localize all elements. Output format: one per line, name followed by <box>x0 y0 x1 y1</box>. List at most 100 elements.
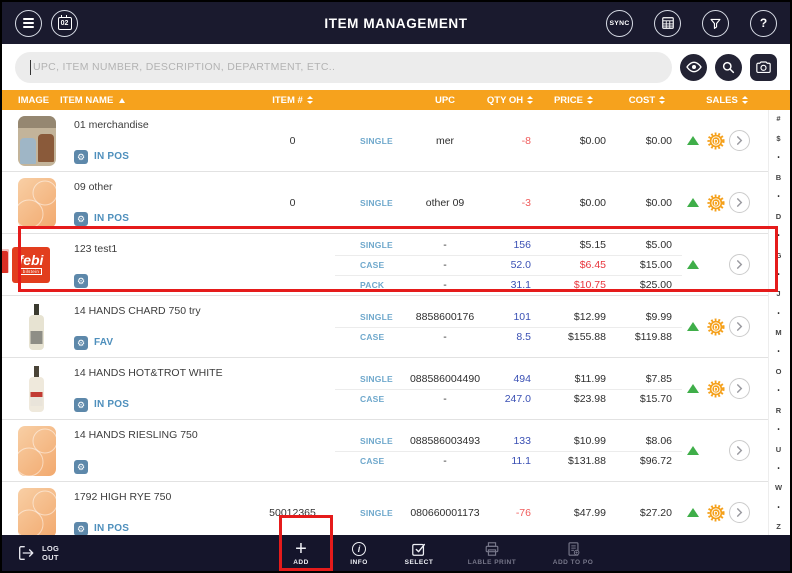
alpha-index-item[interactable]: M <box>775 329 781 337</box>
info-icon: i <box>352 542 366 556</box>
alpha-index-item[interactable]: W <box>775 484 782 492</box>
pos-badge: IN POS <box>94 151 129 162</box>
cost-value: $96.72 <box>612 455 682 467</box>
qty-oh-value[interactable]: 8.5 <box>485 331 535 343</box>
filter-button[interactable] <box>702 10 729 37</box>
lable-print-button[interactable]: LABLE PRINT <box>459 541 525 566</box>
alpha-index-dot[interactable]: • <box>777 466 779 472</box>
d-badge-icon: D <box>707 318 725 336</box>
qty-oh-value[interactable]: 156 <box>485 239 535 251</box>
alpha-index-item[interactable]: O <box>776 368 782 376</box>
gear-icon[interactable]: ⚙ <box>74 150 88 164</box>
alpha-index-dot[interactable]: • <box>777 233 779 239</box>
row-detail-button[interactable] <box>729 440 750 461</box>
column-qty-oh[interactable]: QTY OH <box>485 95 535 106</box>
search-input[interactable] <box>15 52 672 83</box>
alpha-index-item[interactable]: R <box>776 407 781 415</box>
qty-oh-value[interactable]: 133 <box>485 435 535 447</box>
item-list: 01 merchandise ⚙ IN POS 0 SINGLE mer -8 … <box>2 110 772 544</box>
calendar-button[interactable]: 02 <box>51 10 78 37</box>
alpha-index-dot[interactable]: • <box>777 505 779 511</box>
d-badge-icon: D <box>707 132 725 150</box>
trend-up-icon <box>687 508 699 517</box>
column-item-name[interactable]: ITEM NAME <box>60 95 250 106</box>
table-row-highlighted[interactable]: febi bilstein 123 test1 ⚙ SINGLE - 156 $… <box>2 234 772 296</box>
price-value: $6.45 <box>535 259 612 271</box>
upc-value: - <box>405 239 485 251</box>
sort-both-icon <box>587 96 593 104</box>
upc-value: 088586003493 <box>405 435 485 447</box>
alpha-index-item[interactable]: G <box>776 252 782 260</box>
item-name: 14 HANDS CHARD 750 try <box>74 305 250 317</box>
unit-label: SINGLE <box>335 198 405 208</box>
column-sales[interactable]: SALES <box>682 95 772 106</box>
menu-icon <box>23 18 34 28</box>
qty-oh-value[interactable]: -76 <box>485 507 535 519</box>
gear-icon[interactable]: ⚙ <box>74 460 88 474</box>
svg-text:D: D <box>713 386 718 393</box>
qty-oh-value[interactable]: 11.1 <box>485 455 535 467</box>
gear-icon[interactable]: ⚙ <box>74 274 88 288</box>
alpha-index-dot[interactable]: • <box>777 194 779 200</box>
alpha-index-dot[interactable]: • <box>777 272 779 278</box>
alpha-index-dot[interactable]: • <box>777 349 779 355</box>
alpha-index-item[interactable]: Z <box>776 523 781 531</box>
alpha-index-item[interactable]: # <box>776 115 780 123</box>
row-detail-button[interactable] <box>729 378 750 399</box>
add-button[interactable]: + ADD <box>281 541 321 566</box>
alpha-index-item[interactable]: $ <box>776 135 780 143</box>
info-button[interactable]: i INFO <box>339 541 379 566</box>
sync-button[interactable]: SYNC <box>606 10 633 37</box>
table-row[interactable]: 14 HANDS CHARD 750 try ⚙ FAV SINGLE 8858… <box>2 296 772 358</box>
logout-button[interactable]: LOG OUT <box>17 544 59 562</box>
qty-oh-value[interactable]: 52.0 <box>485 259 535 271</box>
table-row[interactable]: 14 HANDS RIESLING 750 ⚙ SINGLE 088586003… <box>2 420 772 482</box>
gear-icon[interactable]: ⚙ <box>74 398 88 412</box>
text-cursor <box>30 60 31 75</box>
table-row[interactable]: 09 other ⚙ IN POS 0 SINGLE other 09 -3 $… <box>2 172 772 234</box>
camera-button[interactable] <box>750 54 777 81</box>
pos-badge: IN POS <box>94 399 129 410</box>
gear-icon[interactable]: ⚙ <box>74 522 88 536</box>
qty-oh-value[interactable]: -8 <box>485 135 535 147</box>
alpha-index-dot[interactable]: • <box>777 311 779 317</box>
table-row[interactable]: 01 merchandise ⚙ IN POS 0 SINGLE mer -8 … <box>2 110 772 172</box>
table-row[interactable]: 14 HANDS HOT&TROT WHITE ⚙ IN POS SINGLE … <box>2 358 772 420</box>
calculator-button[interactable] <box>654 10 681 37</box>
column-item-number[interactable]: ITEM # <box>250 95 335 106</box>
price-value: $47.99 <box>535 507 612 519</box>
alpha-index-dot[interactable]: • <box>777 427 779 433</box>
alpha-index-item[interactable]: D <box>776 213 781 221</box>
help-button[interactable]: ? <box>750 10 777 37</box>
search-button[interactable] <box>715 54 742 81</box>
search-row <box>2 44 790 90</box>
qty-oh-value[interactable]: 101 <box>485 311 535 323</box>
gear-icon[interactable]: ⚙ <box>74 336 88 350</box>
column-price[interactable]: PRICE <box>535 95 612 106</box>
row-detail-button[interactable] <box>729 316 750 337</box>
alpha-index-item[interactable]: J <box>776 290 780 298</box>
row-detail-button[interactable] <box>729 502 750 523</box>
alpha-index-dot[interactable]: • <box>777 388 779 394</box>
select-button[interactable]: SELECT <box>397 541 441 566</box>
item-number: 50012365 <box>250 507 335 519</box>
qty-oh-value[interactable]: 247.0 <box>485 393 535 405</box>
chevron-right-icon <box>735 446 744 455</box>
qty-oh-value[interactable]: 494 <box>485 373 535 385</box>
add-to-po-button[interactable]: ADD TO PO <box>543 541 603 566</box>
d-badge-icon: D <box>707 504 725 522</box>
row-detail-button[interactable] <box>729 192 750 213</box>
alphabet-index[interactable]: # $ • B • D • G • J • M • O • R • U • W • Z <box>768 110 788 535</box>
row-detail-button[interactable] <box>729 254 750 275</box>
row-detail-button[interactable] <box>729 130 750 151</box>
chevron-right-icon <box>735 322 744 331</box>
qty-oh-value[interactable]: -3 <box>485 197 535 209</box>
alpha-index-item[interactable]: U <box>776 446 781 454</box>
column-cost[interactable]: COST <box>612 95 682 106</box>
qty-oh-value[interactable]: 31.1 <box>485 279 535 291</box>
gear-icon[interactable]: ⚙ <box>74 212 88 226</box>
eye-button[interactable] <box>680 54 707 81</box>
alpha-index-dot[interactable]: • <box>777 155 779 161</box>
menu-button[interactable] <box>15 10 42 37</box>
alpha-index-item[interactable]: B <box>776 174 781 182</box>
